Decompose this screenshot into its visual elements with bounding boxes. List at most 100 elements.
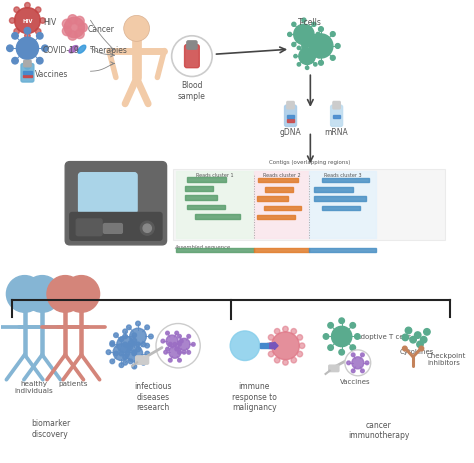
Circle shape (314, 47, 317, 50)
Circle shape (117, 336, 133, 353)
FancyBboxPatch shape (331, 106, 343, 127)
Circle shape (14, 30, 19, 35)
Circle shape (143, 225, 151, 233)
Text: HIV: HIV (43, 18, 56, 27)
Circle shape (128, 341, 133, 345)
Circle shape (351, 369, 355, 373)
Circle shape (402, 346, 407, 351)
Circle shape (414, 332, 421, 338)
Circle shape (47, 276, 83, 313)
Circle shape (168, 343, 172, 346)
Bar (264, 206, 301, 211)
Circle shape (297, 47, 301, 50)
Circle shape (132, 351, 137, 356)
Circle shape (178, 343, 182, 346)
Bar (287, 119, 294, 123)
Bar (258, 178, 298, 183)
Circle shape (299, 49, 315, 65)
Bar (254, 248, 310, 253)
Text: Vaccines: Vaccines (340, 378, 371, 384)
Circle shape (178, 338, 190, 350)
Circle shape (291, 357, 297, 363)
Circle shape (136, 347, 140, 352)
Ellipse shape (78, 46, 86, 54)
Circle shape (352, 357, 364, 369)
Circle shape (187, 351, 191, 355)
FancyBboxPatch shape (187, 42, 197, 50)
Circle shape (63, 20, 72, 30)
Bar (287, 116, 294, 119)
Circle shape (123, 334, 128, 339)
Text: healthy
individuals: healthy individuals (14, 380, 53, 393)
Circle shape (272, 332, 299, 360)
Circle shape (283, 360, 288, 365)
Circle shape (136, 321, 140, 326)
Circle shape (335, 44, 340, 49)
Circle shape (288, 33, 292, 38)
Circle shape (420, 337, 427, 343)
Circle shape (355, 334, 360, 339)
Circle shape (294, 25, 314, 45)
Circle shape (17, 38, 38, 60)
Circle shape (314, 63, 317, 67)
Circle shape (127, 344, 131, 348)
Circle shape (110, 341, 115, 345)
Circle shape (361, 369, 364, 373)
FancyBboxPatch shape (21, 64, 34, 83)
Circle shape (145, 351, 149, 356)
Circle shape (114, 333, 118, 338)
Circle shape (166, 335, 178, 347)
Circle shape (175, 332, 179, 335)
Text: HIV: HIV (22, 19, 33, 24)
FancyBboxPatch shape (79, 173, 137, 213)
Circle shape (110, 359, 115, 364)
Circle shape (141, 342, 146, 347)
Circle shape (114, 351, 118, 356)
Circle shape (302, 48, 306, 51)
Bar (185, 196, 217, 200)
Circle shape (268, 351, 274, 357)
Circle shape (7, 276, 43, 313)
FancyBboxPatch shape (136, 356, 149, 364)
Circle shape (302, 19, 306, 23)
FancyBboxPatch shape (65, 162, 166, 245)
Circle shape (402, 334, 409, 341)
Ellipse shape (69, 46, 78, 54)
Circle shape (350, 323, 356, 328)
Circle shape (123, 329, 128, 334)
Circle shape (417, 341, 423, 348)
Bar (254, 171, 310, 238)
Circle shape (123, 355, 128, 360)
Circle shape (307, 32, 311, 38)
Bar (257, 197, 288, 201)
Circle shape (42, 46, 48, 52)
Bar (185, 187, 213, 191)
Circle shape (328, 323, 333, 328)
Circle shape (130, 328, 146, 345)
Bar (23, 75, 32, 78)
Circle shape (266, 343, 272, 349)
Circle shape (164, 350, 167, 354)
Circle shape (141, 361, 146, 365)
Bar (314, 197, 366, 201)
Bar (310, 171, 376, 238)
Circle shape (299, 343, 305, 349)
Circle shape (297, 63, 301, 67)
Circle shape (331, 326, 352, 347)
Circle shape (178, 358, 182, 362)
Text: Reads cluster 2: Reads cluster 2 (263, 173, 301, 178)
Text: Vaccines: Vaccines (35, 70, 69, 79)
Text: Reads cluster 3: Reads cluster 3 (324, 173, 362, 178)
Text: infectious
diseases
research: infectious diseases research (134, 382, 172, 411)
Circle shape (68, 32, 77, 41)
Bar (176, 248, 254, 253)
Circle shape (168, 358, 172, 362)
Circle shape (40, 19, 46, 24)
FancyBboxPatch shape (70, 213, 162, 241)
Circle shape (345, 350, 371, 376)
Bar (322, 206, 360, 211)
Circle shape (173, 343, 177, 346)
Circle shape (302, 44, 307, 49)
Circle shape (12, 33, 18, 40)
Circle shape (319, 61, 323, 66)
